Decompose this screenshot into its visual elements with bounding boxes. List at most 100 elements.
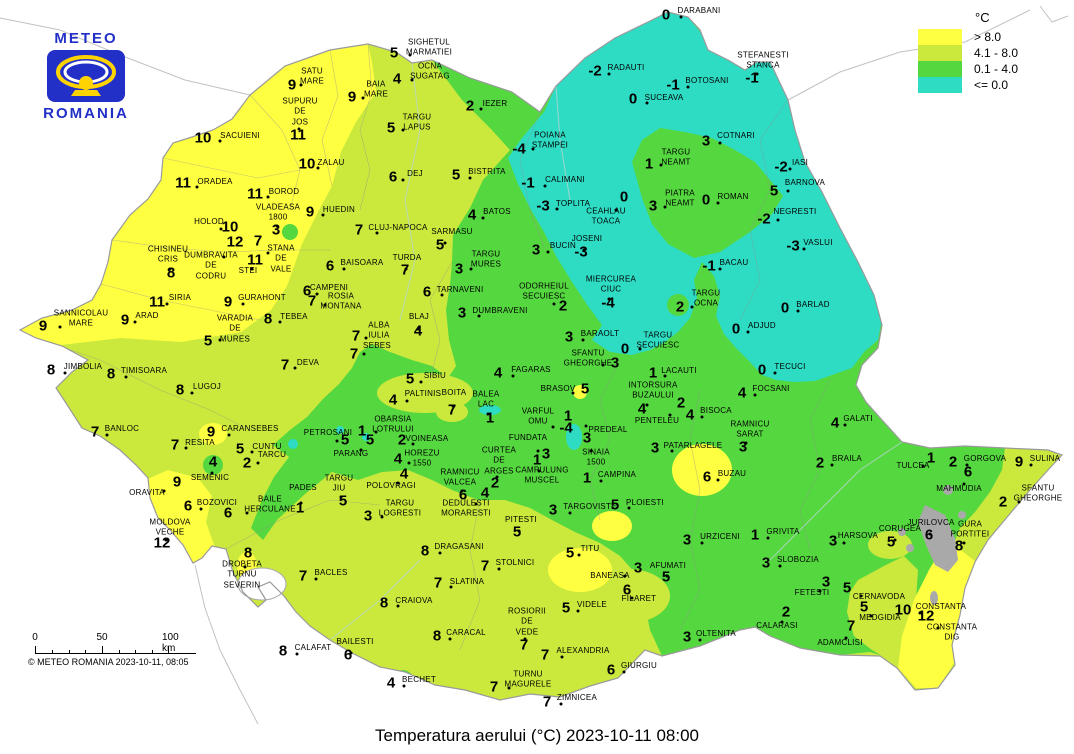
station-value: 5 bbox=[338, 492, 348, 510]
station-name: HOREZU 1550 bbox=[404, 448, 440, 468]
station-value: 6 bbox=[622, 581, 632, 599]
danube-notch bbox=[237, 567, 287, 601]
station-dot bbox=[773, 371, 777, 375]
station-name: BECHET bbox=[402, 674, 436, 684]
station-name: BARLAD bbox=[796, 299, 830, 309]
station-name: TULCEA bbox=[896, 460, 930, 470]
station-value: 3 bbox=[363, 507, 373, 525]
station-value: -4 bbox=[512, 140, 526, 158]
station-dot bbox=[716, 201, 720, 205]
station-value: 2 bbox=[676, 394, 686, 412]
station-name: TECUCI bbox=[774, 361, 806, 371]
map-title: Temperatura aerului (°C) 2023-10-11 08:0… bbox=[375, 726, 699, 745]
station-dot bbox=[486, 412, 490, 416]
scale-label-0: 0 bbox=[32, 632, 38, 643]
station-dot bbox=[342, 267, 346, 271]
legend-rows: > 8.0 4.1 - 8.0 0.1 - 4.0 <= 0.0 bbox=[918, 29, 1018, 93]
station-name: DUMBRAVENI bbox=[472, 305, 528, 315]
station-dot bbox=[314, 577, 318, 581]
station-value: 2 bbox=[558, 297, 568, 315]
station-name: MOLDOVA VECHE bbox=[149, 517, 191, 537]
station-value: 9 bbox=[347, 88, 357, 106]
station-value: 3 bbox=[828, 532, 838, 550]
scale-bar-labels: 0 50 100 km bbox=[28, 632, 198, 654]
station-value: 2 bbox=[998, 493, 1008, 511]
station-dot bbox=[1017, 500, 1021, 504]
station-dot bbox=[218, 139, 222, 143]
station-name: ROMAN bbox=[717, 191, 749, 201]
station-value: -4 bbox=[601, 294, 615, 312]
station-dot bbox=[786, 189, 790, 193]
station-name: ORAVITA bbox=[129, 487, 165, 497]
station-value: 7 bbox=[90, 423, 100, 441]
station-dot bbox=[818, 589, 822, 593]
station-value: 9 bbox=[120, 311, 130, 329]
station-dot bbox=[700, 415, 704, 419]
station-value: 5 bbox=[561, 599, 571, 617]
station-name: DEVA bbox=[296, 357, 320, 367]
legend-row: 0.1 - 4.0 bbox=[918, 61, 1018, 77]
station-name: LUGOJ bbox=[193, 381, 221, 391]
station-dot bbox=[299, 83, 303, 87]
station-value: 7 bbox=[540, 646, 550, 664]
station-value: 6 bbox=[458, 486, 468, 504]
station-value: 11 bbox=[247, 251, 263, 269]
station-name: SLOBOZIA bbox=[776, 554, 820, 564]
station-dot bbox=[555, 207, 558, 211]
station-name: STANA DE VALE bbox=[267, 243, 295, 274]
station-value: 7 bbox=[447, 401, 457, 419]
station-name: URZICENI bbox=[700, 531, 740, 541]
station-name: VARADIA DE MURES bbox=[216, 313, 254, 344]
station-dot bbox=[408, 53, 412, 57]
station-value: 0 bbox=[757, 361, 767, 379]
station-dot bbox=[364, 336, 368, 340]
station-dot bbox=[700, 541, 704, 545]
legend-swatch bbox=[918, 61, 962, 77]
station-dot bbox=[788, 167, 792, 171]
station-dot bbox=[523, 637, 527, 641]
station-dot bbox=[844, 636, 848, 640]
station-name: DUMBRAVITA DE CODRU bbox=[184, 250, 238, 281]
station-value: 3 bbox=[564, 328, 574, 346]
station-name: OCNA SUGATAG bbox=[410, 61, 450, 81]
station-dot bbox=[753, 393, 757, 397]
station-dot bbox=[396, 604, 399, 608]
station-dot bbox=[560, 655, 564, 659]
station-name: PENTELEU bbox=[634, 415, 680, 425]
station-dot bbox=[402, 684, 406, 688]
legend-swatch bbox=[918, 45, 962, 61]
station-dot bbox=[755, 72, 759, 76]
station-value: 4 bbox=[685, 406, 695, 424]
station-value: 7 bbox=[846, 617, 856, 635]
station-name: ARAD bbox=[135, 310, 159, 320]
station-value: 8 bbox=[379, 594, 389, 612]
station-name: ADAMCLISI bbox=[817, 637, 863, 647]
station-value: 3 bbox=[682, 531, 692, 549]
station-value: 3 bbox=[648, 197, 658, 215]
station-dot bbox=[266, 251, 270, 255]
station-value: 6 bbox=[325, 257, 335, 275]
station-value: 0 bbox=[780, 299, 790, 317]
station-name: BACLES bbox=[314, 567, 348, 577]
station-dot bbox=[374, 430, 378, 434]
station-dot bbox=[796, 309, 800, 313]
station-dot bbox=[665, 574, 669, 578]
station-dot bbox=[495, 475, 499, 479]
station-value: 1 bbox=[582, 469, 592, 487]
station-dot bbox=[361, 96, 365, 100]
station-value: 7 bbox=[170, 436, 180, 454]
station-dot bbox=[918, 611, 922, 615]
station-dot bbox=[965, 463, 969, 467]
station-name: RADAUTI bbox=[607, 62, 645, 72]
station-value: 6 bbox=[388, 168, 398, 186]
station-dot bbox=[686, 85, 690, 89]
station-name: TARGU MURES bbox=[470, 249, 502, 269]
station-value: -3 bbox=[574, 243, 588, 261]
zone-green-targu-ocna bbox=[667, 294, 689, 316]
station-value: 5 bbox=[859, 598, 869, 616]
legend-swatch bbox=[918, 77, 962, 93]
station-value: 3 bbox=[650, 439, 660, 457]
station-dot bbox=[607, 297, 611, 301]
legend-label: 4.1 - 8.0 bbox=[974, 46, 1019, 60]
station-name: SINAIA 1500 bbox=[582, 447, 610, 467]
